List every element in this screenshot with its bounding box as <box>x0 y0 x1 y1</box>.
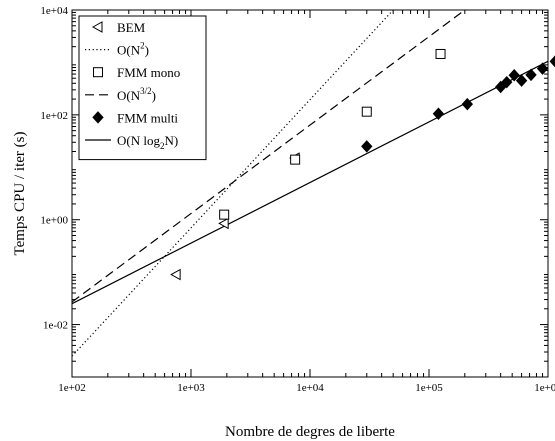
legend-label-4: FMM multi <box>117 110 178 125</box>
axis-ticks: 1e+02 1e+03 1e+04 1e+05 1e+06 1e-02 1e+00 1e+02… <box>40 5 555 394</box>
data-point-4-9 <box>549 55 555 68</box>
x-tick-label: 1e+05 <box>415 382 443 394</box>
data-point-2-0 <box>219 209 230 220</box>
data-point-2-1 <box>290 154 301 165</box>
data-point-2-2 <box>361 106 372 117</box>
legend-label-0: BEM <box>117 20 146 35</box>
data-point-2-3 <box>435 48 446 59</box>
data-point-4-2 <box>461 97 474 111</box>
x-tick-label: 1e+03 <box>177 382 205 394</box>
data-point-0-1 <box>218 217 229 230</box>
y-tick-label: 1e+00 <box>40 215 68 227</box>
y-axis-label: Temps CPU / iter (s) <box>12 132 28 256</box>
y-tick-label: 1e+04 <box>40 5 68 17</box>
data-point-0-0 <box>170 268 181 281</box>
y-tick-label: 1e-02 <box>43 320 68 332</box>
legend-marker-4 <box>92 111 104 124</box>
legend-box <box>78 15 207 161</box>
legend-label-1: O(N2) <box>117 41 149 58</box>
x-tick-label: 1e+06 <box>534 382 555 394</box>
data-point-4-8 <box>536 62 549 75</box>
legend-label-2: FMM mono <box>117 65 180 80</box>
data-point-4-4 <box>501 75 513 89</box>
series-line-3 <box>72 10 466 303</box>
x-tick-label: 1e+04 <box>296 382 324 394</box>
x-axis-label: Nombre de degres de liberte <box>225 424 395 440</box>
data-point-4-0 <box>361 140 373 153</box>
x-tick-label: 1e+02 <box>58 382 86 394</box>
y-tick-label: 1e+02 <box>40 110 68 122</box>
legend: BEM O(N2) FMM mono O(N3/2) FMM multi O(N log2… <box>78 15 207 161</box>
legend-marker-0 <box>91 21 103 33</box>
data-point-4-6 <box>515 74 528 87</box>
legend-marker-2 <box>93 67 103 78</box>
data-point-4-7 <box>525 68 537 82</box>
series-points <box>170 48 555 281</box>
legend-label-3: O(N3/2) <box>117 86 156 103</box>
data-point-4-1 <box>432 107 445 120</box>
data-point-4-5 <box>508 68 520 82</box>
legend-label-5: O(N log2N) <box>117 133 178 151</box>
